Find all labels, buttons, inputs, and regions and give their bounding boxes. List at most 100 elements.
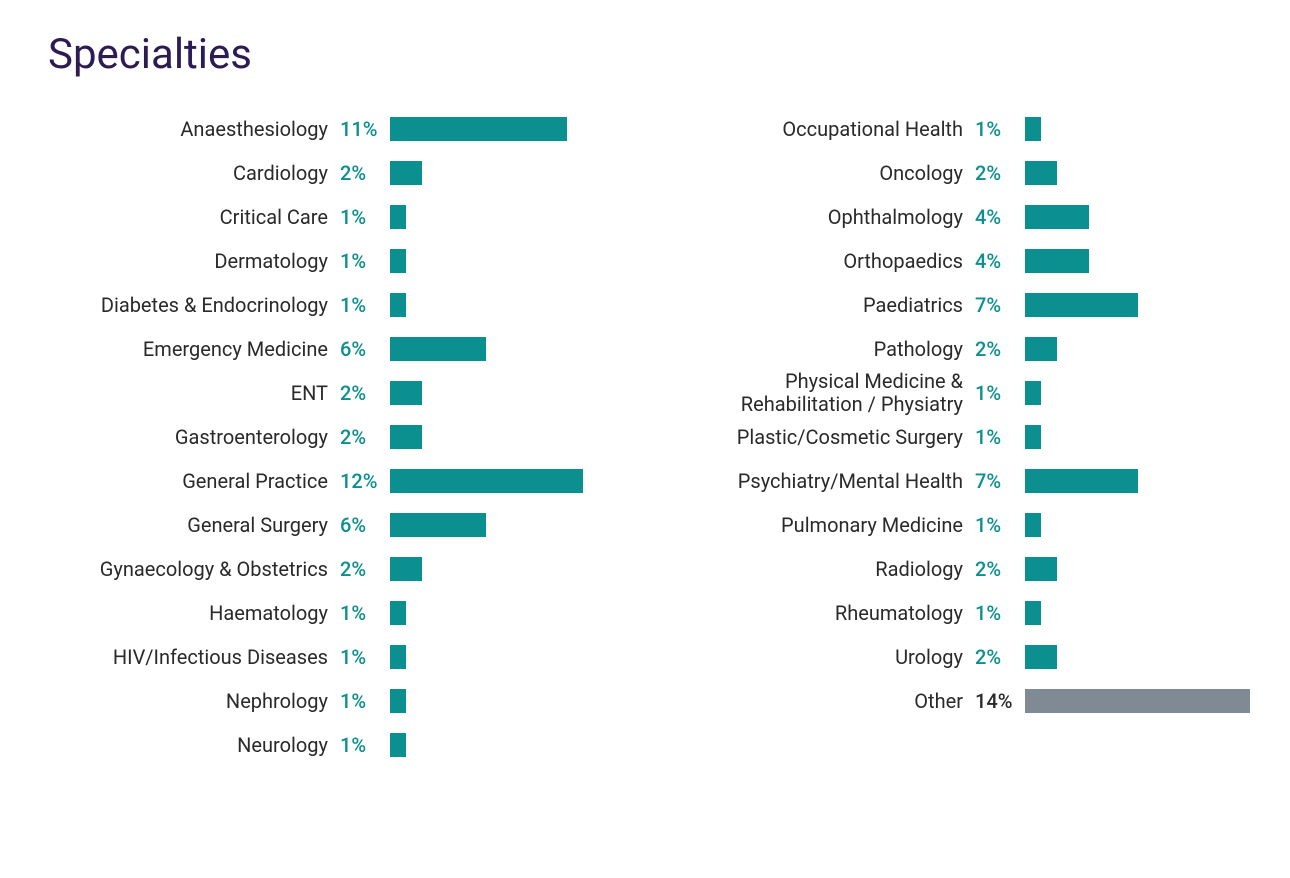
bar-track (390, 371, 615, 415)
bar (390, 645, 406, 669)
bar (1025, 689, 1250, 713)
bar-track (1025, 591, 1250, 635)
bar (390, 601, 406, 625)
row-label: Physical Medicine & Rehabilitation / Phy… (675, 370, 975, 416)
bar (390, 161, 422, 185)
row-label: ENT (40, 382, 340, 405)
bar-track (390, 327, 615, 371)
row-percent: 2% (340, 381, 390, 405)
chart-row: Radiology2% (675, 547, 1250, 591)
row-percent: 1% (975, 513, 1025, 537)
bar-track (390, 503, 615, 547)
bar-track (390, 723, 615, 767)
chart-row: Pathology2% (675, 327, 1250, 371)
bar (390, 425, 422, 449)
row-percent: 12% (340, 469, 390, 493)
bar-track (390, 151, 615, 195)
row-label: Paediatrics (675, 294, 975, 317)
bar-track (1025, 107, 1250, 151)
bar (390, 249, 406, 273)
bar-track (390, 459, 615, 503)
chart-row: Diabetes & Endocrinology1% (40, 283, 615, 327)
chart-row: Rheumatology1% (675, 591, 1250, 635)
bar (390, 293, 406, 317)
chart-columns: Anaesthesiology11%Cardiology2%Critical C… (40, 107, 1250, 767)
chart-row: Psychiatry/Mental Health7% (675, 459, 1250, 503)
chart-row: Physical Medicine & Rehabilitation / Phy… (675, 371, 1250, 415)
row-percent: 1% (975, 381, 1025, 405)
chart-row: Cardiology2% (40, 151, 615, 195)
row-percent: 1% (340, 601, 390, 625)
row-label: Plastic/Cosmetic Surgery (675, 426, 975, 449)
row-label: Urology (675, 646, 975, 669)
row-label: Haematology (40, 602, 340, 625)
bar (390, 337, 486, 361)
row-percent: 1% (340, 733, 390, 757)
row-label: Rheumatology (675, 602, 975, 625)
bar-track (390, 591, 615, 635)
bar-track (390, 679, 615, 723)
chart-row: Orthopaedics4% (675, 239, 1250, 283)
row-percent: 11% (340, 117, 390, 141)
bar-track (390, 107, 615, 151)
row-percent: 1% (340, 293, 390, 317)
bar-track (1025, 503, 1250, 547)
chart-row: Haematology1% (40, 591, 615, 635)
row-percent: 6% (340, 337, 390, 361)
bar (1025, 645, 1057, 669)
bar (390, 557, 422, 581)
row-label: Nephrology (40, 690, 340, 713)
chart-title: Specialties (40, 30, 1250, 79)
bar-track (1025, 283, 1250, 327)
bar-track (390, 415, 615, 459)
row-label: Psychiatry/Mental Health (675, 470, 975, 493)
row-percent: 4% (975, 249, 1025, 273)
bar (1025, 205, 1089, 229)
row-label: Other (675, 690, 975, 713)
row-percent: 2% (340, 557, 390, 581)
bar-track (390, 283, 615, 327)
bar (1025, 161, 1057, 185)
row-percent: 7% (975, 469, 1025, 493)
row-label: Gynaecology & Obstetrics (40, 558, 340, 581)
bar-track (1025, 151, 1250, 195)
row-percent: 2% (975, 645, 1025, 669)
row-percent: 1% (975, 601, 1025, 625)
chart-row: Gastroenterology2% (40, 415, 615, 459)
bar (390, 381, 422, 405)
bar-track (1025, 459, 1250, 503)
chart-row: ENT2% (40, 371, 615, 415)
bar-track (1025, 239, 1250, 283)
row-label: Neurology (40, 734, 340, 757)
row-label: General Practice (40, 470, 340, 493)
bar (390, 117, 567, 141)
row-percent: 2% (340, 161, 390, 185)
bar (1025, 117, 1041, 141)
row-percent: 1% (340, 689, 390, 713)
row-label: Dermatology (40, 250, 340, 273)
bar-track (1025, 547, 1250, 591)
chart-column-right: Occupational Health1%Oncology2%Ophthalmo… (675, 107, 1250, 767)
row-label: Gastroenterology (40, 426, 340, 449)
bar-track (1025, 195, 1250, 239)
chart-row: Dermatology1% (40, 239, 615, 283)
chart-row: Gynaecology & Obstetrics2% (40, 547, 615, 591)
chart-row: Ophthalmology4% (675, 195, 1250, 239)
row-label: HIV/Infectious Diseases (40, 646, 340, 669)
row-percent: 1% (340, 249, 390, 273)
bar (1025, 425, 1041, 449)
bar (1025, 381, 1041, 405)
bar-track (1025, 327, 1250, 371)
row-label: Anaesthesiology (40, 118, 340, 141)
row-percent: 2% (975, 161, 1025, 185)
bar-track (390, 195, 615, 239)
row-label: Occupational Health (675, 118, 975, 141)
chart-row: Neurology1% (40, 723, 615, 767)
chart-row: General Practice12% (40, 459, 615, 503)
row-percent: 4% (975, 205, 1025, 229)
row-percent: 7% (975, 293, 1025, 317)
row-label: Emergency Medicine (40, 338, 340, 361)
chart-row: General Surgery6% (40, 503, 615, 547)
bar (390, 689, 406, 713)
row-label: Radiology (675, 558, 975, 581)
